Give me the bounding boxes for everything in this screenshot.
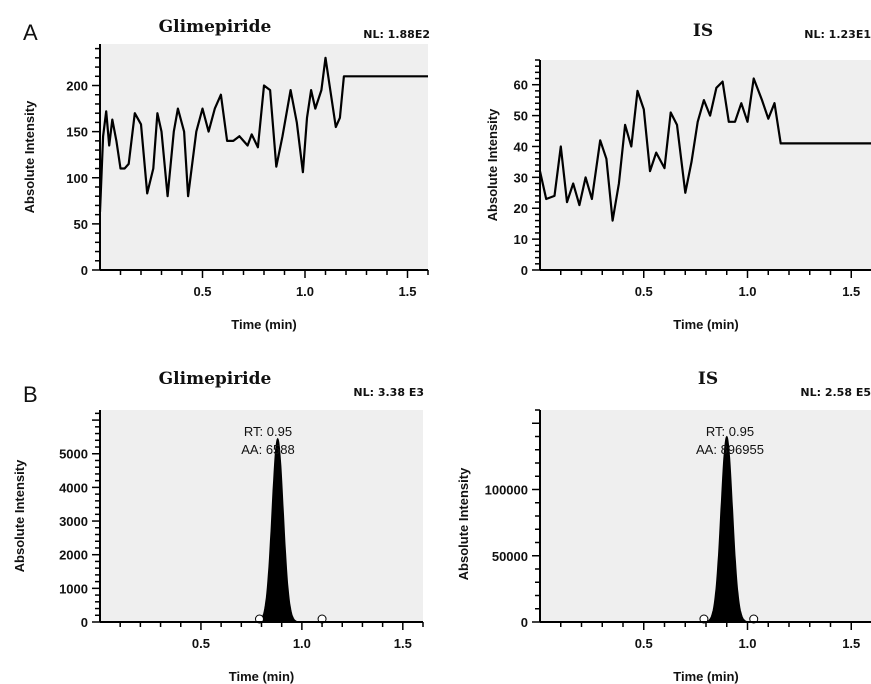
x-tick-label: 1.0 xyxy=(738,636,756,651)
y-tick-label: 2000 xyxy=(59,548,88,563)
y-axis-label: Absolute Intensity xyxy=(456,467,471,580)
peak-rt-annotation: RT: 0.95 xyxy=(244,424,292,439)
y-tick-label: 0 xyxy=(81,263,88,278)
chart-4: IS NL: 2.58 E5 Absolute Intensity Time (min… xyxy=(456,369,871,684)
x-axis-label: Time (min) xyxy=(229,669,295,684)
x-axis-label: Time (min) xyxy=(231,317,297,332)
y-tick-label: 4000 xyxy=(59,480,88,495)
x-tick-label: 0.5 xyxy=(192,636,210,651)
y-tick-label: 200 xyxy=(66,79,88,94)
x-tick-label: 0.5 xyxy=(193,284,211,299)
y-tick-label: 100 xyxy=(66,171,88,186)
x-tick-label: 1.0 xyxy=(296,284,314,299)
y-axis-label: Absolute Intensity xyxy=(22,100,37,213)
y-tick-label: 40 xyxy=(514,139,528,154)
x-axis-label: Time (min) xyxy=(673,669,739,684)
series-trace xyxy=(98,56,428,212)
y-tick-label: 1000 xyxy=(59,581,88,596)
x-tick-label: 0.5 xyxy=(635,284,653,299)
plot-area xyxy=(100,44,428,270)
nl-label: NL: 1.23E1 xyxy=(804,28,871,41)
x-tick-label: 1.0 xyxy=(738,284,756,299)
panel-letter-a: A xyxy=(23,20,38,45)
y-tick-label: 30 xyxy=(514,170,528,185)
y-tick-label: 60 xyxy=(514,78,528,93)
chart-3: Glimepiride NL: 3.38 E3 Absolute Intensity… xyxy=(12,369,424,684)
y-tick-label: 3000 xyxy=(59,514,88,529)
nl-label: NL: 3.38 E3 xyxy=(353,386,424,399)
y-tick-label: 50 xyxy=(514,109,528,124)
y-tick-label: 100000 xyxy=(485,483,528,498)
peak-rt-annotation: RT: 0.95 xyxy=(706,424,754,439)
y-tick-label: 150 xyxy=(66,125,88,140)
chart-2: IS NL: 1.23E1 Absolute Intensity Time (min)… xyxy=(485,21,871,332)
x-tick-label: 1.5 xyxy=(842,636,860,651)
plot-area xyxy=(100,410,423,622)
chart-title: Glimepiride xyxy=(159,369,272,389)
y-axis-label: Absolute Intensity xyxy=(12,459,27,572)
nl-label: NL: 1.88E2 xyxy=(363,28,430,41)
plot-area xyxy=(540,410,871,622)
x-axis-label: Time (min) xyxy=(673,317,739,332)
x-tick-label: 1.5 xyxy=(842,284,860,299)
chart-1: Glimepiride NL: 1.88E2 Absolute Intensity T… xyxy=(22,17,430,332)
plot-area xyxy=(540,60,871,270)
nl-label: NL: 2.58 E5 xyxy=(800,386,871,399)
y-axis-label: Absolute Intensity xyxy=(485,108,500,221)
charts-layer: Glimepiride NL: 1.88E2 Absolute Intensity T… xyxy=(12,17,871,684)
panel-letter-b: B xyxy=(23,382,38,407)
y-tick-label: 5000 xyxy=(59,447,88,462)
peak-area-annotation: AA: 896955 xyxy=(696,442,764,457)
y-tick-label: 0 xyxy=(521,263,528,278)
peak-area-annotation: AA: 6588 xyxy=(241,442,295,457)
x-tick-label: 1.5 xyxy=(394,636,412,651)
chart-title: Glimepiride xyxy=(159,17,272,37)
x-tick-label: 1.0 xyxy=(293,636,311,651)
y-tick-label: 0 xyxy=(81,615,88,630)
y-tick-label: 10 xyxy=(514,232,528,247)
y-tick-label: 0 xyxy=(521,615,528,630)
chart-title: IS xyxy=(698,369,718,389)
series-trace xyxy=(538,77,871,222)
x-tick-label: 1.5 xyxy=(398,284,416,299)
x-tick-label: 0.5 xyxy=(635,636,653,651)
y-tick-label: 50000 xyxy=(492,549,528,564)
y-tick-label: 20 xyxy=(514,201,528,216)
y-tick-label: 50 xyxy=(74,217,88,232)
chart-title: IS xyxy=(693,21,713,41)
